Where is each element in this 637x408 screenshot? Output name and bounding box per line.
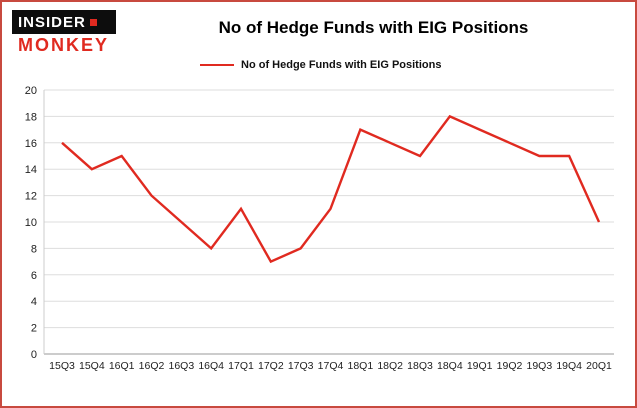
x-tick-label: 17Q4 bbox=[318, 360, 344, 372]
y-tick-label: 4 bbox=[31, 296, 37, 308]
x-tick-label: 20Q1 bbox=[586, 360, 612, 372]
line-chart: 0 2 4 6 8 10 12 14 16 18 20 15Q3 15Q4 16Q1 16Q2 16Q3 16Q… bbox=[25, 85, 614, 372]
chart-title: No of Hedge Funds with EIG Positions bbox=[218, 18, 529, 37]
x-tick-label: 16Q3 bbox=[168, 360, 194, 372]
x-tick-label: 16Q4 bbox=[198, 360, 224, 372]
x-tick-label: 17Q1 bbox=[228, 360, 254, 372]
y-tick-label: 10 bbox=[25, 217, 37, 229]
data-series-line bbox=[61, 114, 601, 264]
logo-top-bar: INSIDER bbox=[12, 10, 116, 34]
legend-label: No of Hedge Funds with EIG Positions bbox=[241, 59, 442, 71]
y-tick-label: 20 bbox=[25, 85, 37, 97]
x-tick-label: 18Q1 bbox=[347, 360, 373, 372]
y-tick-label: 0 bbox=[31, 349, 37, 361]
x-tick-label: 19Q1 bbox=[467, 360, 493, 372]
x-tick-label: 18Q2 bbox=[377, 360, 403, 372]
x-tick-label: 19Q2 bbox=[497, 360, 523, 372]
logo-monkey-text: MONKEY bbox=[18, 35, 110, 55]
x-tick-label: 16Q2 bbox=[139, 360, 165, 372]
x-tick-label: 16Q1 bbox=[109, 360, 135, 372]
x-tick-label: 15Q4 bbox=[79, 360, 105, 372]
y-tick-label: 18 bbox=[25, 111, 37, 123]
y-tick-label: 12 bbox=[25, 191, 37, 203]
x-tick-label: 18Q4 bbox=[437, 360, 463, 372]
insider-monkey-logo: INSIDER MONKEY bbox=[12, 10, 116, 56]
logo-insider-text: INSIDER bbox=[18, 14, 86, 31]
y-tick-label: 16 bbox=[25, 138, 37, 150]
y-tick-label: 8 bbox=[31, 243, 37, 255]
y-tick-label: 14 bbox=[25, 164, 37, 176]
x-tick-label: 17Q2 bbox=[258, 360, 284, 372]
y-tick-label: 2 bbox=[31, 323, 37, 335]
y-tick-label: 6 bbox=[31, 270, 37, 282]
x-tick-label: 19Q4 bbox=[556, 360, 582, 372]
x-tick-label: 15Q3 bbox=[49, 360, 75, 372]
chart-legend: No of Hedge Funds with EIG Positions bbox=[200, 59, 441, 71]
logo-red-square-icon bbox=[89, 19, 97, 26]
x-tick-label: 17Q3 bbox=[288, 360, 314, 372]
legend-line-swatch bbox=[200, 64, 234, 66]
x-tick-label: 18Q3 bbox=[407, 360, 433, 372]
x-tick-label: 19Q3 bbox=[526, 360, 552, 372]
